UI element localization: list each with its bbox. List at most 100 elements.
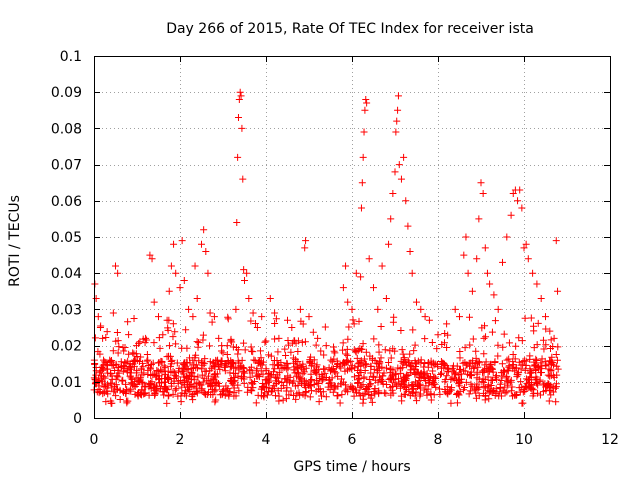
data-point [533,280,541,288]
data-point [241,346,249,354]
data-point [158,358,166,366]
data-point [537,359,545,367]
data-point [155,334,163,342]
data-point [248,387,256,395]
data-point [216,391,224,399]
data-point [444,331,452,339]
data-point [542,325,550,333]
data-point [253,365,261,373]
data-point [536,391,544,399]
data-point [249,309,257,317]
data-point [406,247,414,255]
data-point [237,362,245,370]
data-point [500,330,508,338]
data-point [170,240,178,248]
data-point [333,357,341,365]
data-point [409,380,417,388]
data-point [193,338,201,346]
data-point [261,338,269,346]
data-point [357,345,365,353]
data-point [377,354,385,362]
data-point [434,331,442,339]
data-point [424,385,432,393]
data-point [518,337,526,345]
data-point [399,359,407,367]
data-point [485,363,493,371]
data-point [342,350,350,358]
data-point [366,381,374,389]
data-point [171,372,179,380]
data-point [429,367,437,375]
data-point [264,388,272,396]
data-point [482,358,490,366]
data-point [509,190,517,198]
data-point [113,328,121,336]
data-point [163,399,171,407]
data-point [297,317,305,325]
data-point [224,315,232,323]
data-point [518,204,526,212]
data-point [374,305,382,313]
data-point [188,391,196,399]
data-point [467,380,475,388]
data-point [272,380,280,388]
data-point [226,369,234,377]
data-point [494,341,502,349]
data-point [301,244,309,252]
data-point [387,215,395,223]
data-point [520,244,528,252]
data-point [495,392,503,400]
data-point [453,399,461,407]
data-point [489,377,497,385]
chart-title: Day 266 of 2015, Rate Of TEC Index for r… [166,21,534,37]
data-point [482,333,490,341]
data-point [114,269,122,277]
data-point [547,367,555,375]
data-point [420,386,428,394]
data-point [123,399,131,407]
data-point [427,390,435,398]
data-point [432,375,440,383]
data-point [443,383,451,391]
data-point [410,347,418,355]
data-point [527,314,535,322]
data-point [143,357,151,365]
y-tick-label: 0.05 [51,230,82,246]
data-point [494,352,502,360]
data-point [492,373,500,381]
data-point [444,390,452,398]
data-point [180,276,188,284]
data-point [240,379,248,387]
data-point [209,359,217,367]
data-point [361,106,369,114]
data-point [535,364,543,372]
data-point [355,359,363,367]
data-point [449,362,457,370]
data-point [234,357,242,365]
data-point [182,387,190,395]
data-point [365,255,373,263]
data-point [550,373,558,381]
data-point [478,324,486,332]
data-point [472,347,480,355]
data-point [174,379,182,387]
data-point [98,378,106,386]
data-point [470,364,478,372]
data-point [315,398,323,406]
data-point [453,391,461,399]
data-point [161,378,169,386]
data-point [94,348,102,356]
data-point [210,370,218,378]
data-point [125,363,133,371]
data-point [120,347,128,355]
data-point [545,360,553,368]
data-point [264,369,272,377]
data-point [137,365,145,373]
data-point [552,383,560,391]
data-point [421,376,429,384]
data-point [313,363,321,371]
data-point [244,383,252,391]
data-point [406,350,414,358]
data-point [325,364,333,372]
data-point [514,197,522,205]
